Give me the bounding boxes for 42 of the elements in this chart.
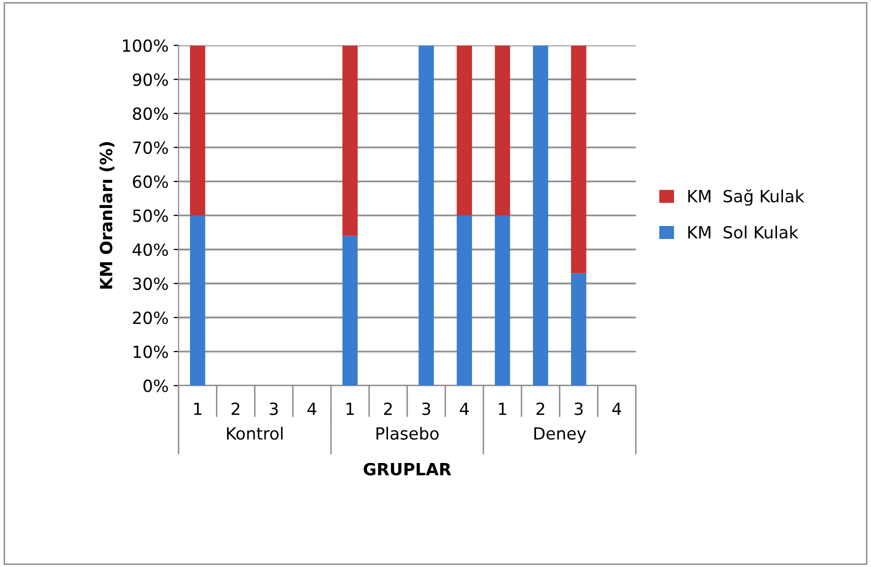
x-tick-label: 4: [460, 402, 469, 415]
bar: [571, 273, 586, 386]
y-tick-label: 60%: [132, 175, 168, 188]
x-tick-label: 4: [612, 402, 622, 415]
bar: [494, 215, 510, 386]
y-tick-label: 100%: [123, 39, 168, 52]
x-tick-label: 2: [384, 402, 392, 415]
x-tick-label: 4: [307, 402, 316, 415]
x-tick-label: 1: [346, 402, 354, 415]
bar: [456, 215, 472, 386]
legend-label: KM Sağ Kulak: [688, 189, 804, 206]
x-tick-label: 2: [536, 402, 544, 415]
y-tick-label: 80%: [132, 107, 168, 120]
x-tick-label: 3: [422, 402, 430, 416]
bar: [494, 45, 510, 216]
bar: [342, 236, 358, 386]
bar: [190, 45, 206, 216]
x-tick-label: 2: [232, 402, 240, 415]
y-tick-label: 40%: [132, 243, 168, 256]
bar: [532, 45, 548, 386]
y-tick-label: 0%: [143, 380, 168, 392]
x-tick-label: 1: [498, 402, 506, 415]
bar: [571, 45, 586, 274]
y-tick-label: 30%: [133, 277, 168, 290]
x-tick-label: 3: [270, 402, 278, 416]
x-axis-title: GRUPLAR: [364, 462, 452, 476]
y-tick-label: 70%: [133, 141, 168, 154]
bar: [418, 45, 434, 386]
text: Kontrol: [227, 426, 283, 440]
text: Deney: [534, 427, 586, 443]
bar: [342, 45, 358, 236]
x-tick-label: 1: [194, 402, 202, 415]
y-tick-label: 20%: [133, 311, 168, 324]
bar: [190, 215, 206, 386]
y-tick-label: 10%: [134, 346, 168, 358]
text: Plasebo: [376, 426, 439, 440]
y-axis-title: KM Oranları (%): [100, 142, 114, 289]
legend-label: KM Sol Kulak: [688, 226, 798, 239]
x-tick-label: 3: [574, 402, 583, 416]
y-tick-label: 50%: [133, 209, 168, 222]
bar: [456, 45, 472, 216]
y-tick-label: 90%: [132, 73, 168, 86]
